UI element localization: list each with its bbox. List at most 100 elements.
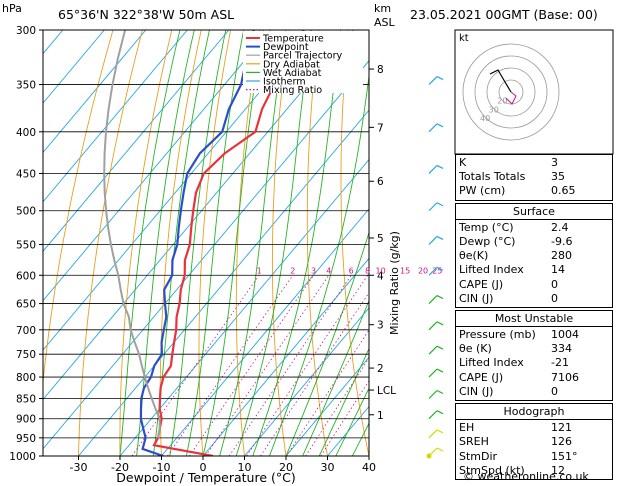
index-value: 2.4: [551, 220, 569, 234]
index-row: EH 121: [459, 421, 609, 435]
index-value: 35: [551, 170, 565, 184]
index-value: 126: [551, 435, 572, 449]
index-label: Lifted Index: [459, 356, 524, 370]
wind-barb-flag: [436, 345, 444, 350]
index-label: K: [459, 156, 467, 169]
pressure-tick-label: 950: [16, 433, 36, 445]
km-tick-label: 3: [377, 320, 384, 332]
mixing-ratio-line: [286, 329, 369, 456]
km-tick-label: 2: [377, 363, 384, 375]
index-label: θe(K): [459, 249, 489, 263]
isotherm-line: [202, 257, 369, 456]
most-unstable-title: Most Unstable: [456, 312, 612, 328]
x-axis-label: Dewpoint / Temperature (°C): [116, 470, 295, 485]
isotherm-line: [43, 60, 369, 450]
legend-label: Isotherm: [263, 77, 306, 88]
hodograph-ring: [462, 43, 560, 141]
dry-adiabat-line: [119, 30, 173, 456]
wind-barb-staff: [428, 266, 438, 276]
pressure-tick-label: 400: [16, 127, 36, 139]
km-tick-label: 7: [377, 122, 384, 134]
wind-barb-staff: [428, 368, 438, 378]
wind-barb-flag: [436, 389, 444, 395]
wind-barb-flag: [436, 410, 444, 415]
pressure-tick-label: 850: [16, 393, 36, 405]
index-value: 3: [551, 156, 558, 169]
index-row: θe(K) 280: [459, 249, 609, 263]
index-row: PW (cm) 0.65: [459, 184, 609, 198]
mixing-ratio-label: 20: [418, 266, 428, 275]
pressure-tick-label: 1000: [9, 451, 36, 463]
mixing-ratio-line: [246, 275, 368, 456]
indices-top-box: K 3 Totals Totals 35 PW (cm) 0.65: [455, 154, 613, 201]
km-tick-label: 8: [377, 64, 384, 76]
mixing-ratio-label: 10: [376, 266, 386, 275]
hodograph-indices-box: Hodograph EH 121 SREH 126 StmDir 151° StmSpd (…: [455, 403, 613, 480]
index-label: CAPE (J): [459, 277, 504, 291]
wind-barb-flag: [436, 321, 444, 326]
x-tick-label: 0: [200, 461, 207, 474]
isotherm-line: [43, 30, 271, 302]
x-tick-label: -30: [70, 461, 88, 474]
index-row: Temp (°C) 2.4: [459, 221, 609, 235]
legend-label: Wet Adiabat: [263, 68, 322, 79]
pressure-tick-label: 350: [16, 80, 36, 92]
km-tick-label: LCL: [377, 385, 396, 397]
index-row: StmSpd (kt) 12: [459, 464, 609, 478]
index-value: 7106: [551, 370, 579, 384]
mixing-ratio-line: [260, 292, 369, 456]
location-title: 65°36'N 322°38'W 50m ASL: [58, 7, 234, 22]
index-value: 0: [551, 384, 558, 398]
index-value: 280: [551, 249, 572, 263]
legend-box: [243, 31, 363, 93]
wind-barb-flag: [436, 429, 444, 434]
dry-adiabat-line: [405, 30, 452, 456]
index-value: 0.65: [551, 184, 576, 198]
wet-adiabat-line: [318, 347, 369, 456]
mixing-ratio-label: 3: [311, 266, 316, 275]
wind-barb-flag: [436, 447, 444, 452]
mixing-ratio-label: 2: [290, 266, 295, 275]
index-row: CIN (J) 0: [459, 385, 609, 399]
mixing-ratio-label: 8: [365, 266, 370, 275]
hodograph-ring: [486, 67, 536, 117]
mixing-ratio-line: [320, 380, 369, 456]
hodograph-trace: [489, 69, 512, 93]
wind-barb-staff: [428, 429, 438, 439]
wind-barb-flag: [436, 368, 444, 373]
surface-title: Surface: [456, 205, 612, 220]
wind-barb-staff: [428, 76, 438, 85]
wet-adiabat-line: [152, 30, 210, 456]
x-tick-label: -10: [153, 461, 171, 474]
surface-box: Surface Temp (°C) 2.4 Dewp (°C) -9.6 θe(K) 28…: [455, 202, 613, 308]
index-row: Dewp (°C) -9.6: [459, 235, 609, 249]
bottom-left-marker: [426, 453, 432, 459]
hpa-label: hPa: [2, 2, 22, 15]
hodograph-ring: [474, 55, 548, 129]
hodograph-ring-label: 20: [497, 97, 507, 106]
mixing-ratio-label: 15: [400, 266, 410, 275]
dry-adiabat-line: [613, 30, 629, 456]
index-label: SREH: [459, 435, 489, 449]
index-value: 0: [551, 277, 558, 291]
wind-barb-flag: [436, 266, 444, 271]
wind-barb-flag: [436, 76, 444, 81]
pressure-tick-label: 450: [16, 168, 36, 180]
wind-barb-flag: [436, 123, 444, 128]
index-label: PW (cm): [459, 184, 506, 198]
index-row: SREH 126: [459, 435, 609, 449]
index-value: 1004: [551, 328, 579, 342]
legend-label: Dewpoint: [263, 42, 309, 53]
pressure-tick-label: 900: [16, 414, 36, 426]
wet-adiabat-line: [335, 387, 369, 456]
hodograph-indices-title: Hodograph: [456, 405, 612, 421]
mixing-ratio-label: 6: [349, 266, 354, 275]
index-label: Totals Totals: [459, 170, 526, 184]
x-tick-label: -20: [111, 461, 129, 474]
index-row: CAPE (J) 0: [459, 278, 609, 292]
index-label: CIN (J): [459, 291, 494, 305]
index-value: 0: [551, 291, 558, 305]
hodograph-ring: [498, 79, 524, 105]
pressure-tick-label: 700: [16, 325, 36, 337]
dry-adiabat-line: [43, 30, 114, 387]
